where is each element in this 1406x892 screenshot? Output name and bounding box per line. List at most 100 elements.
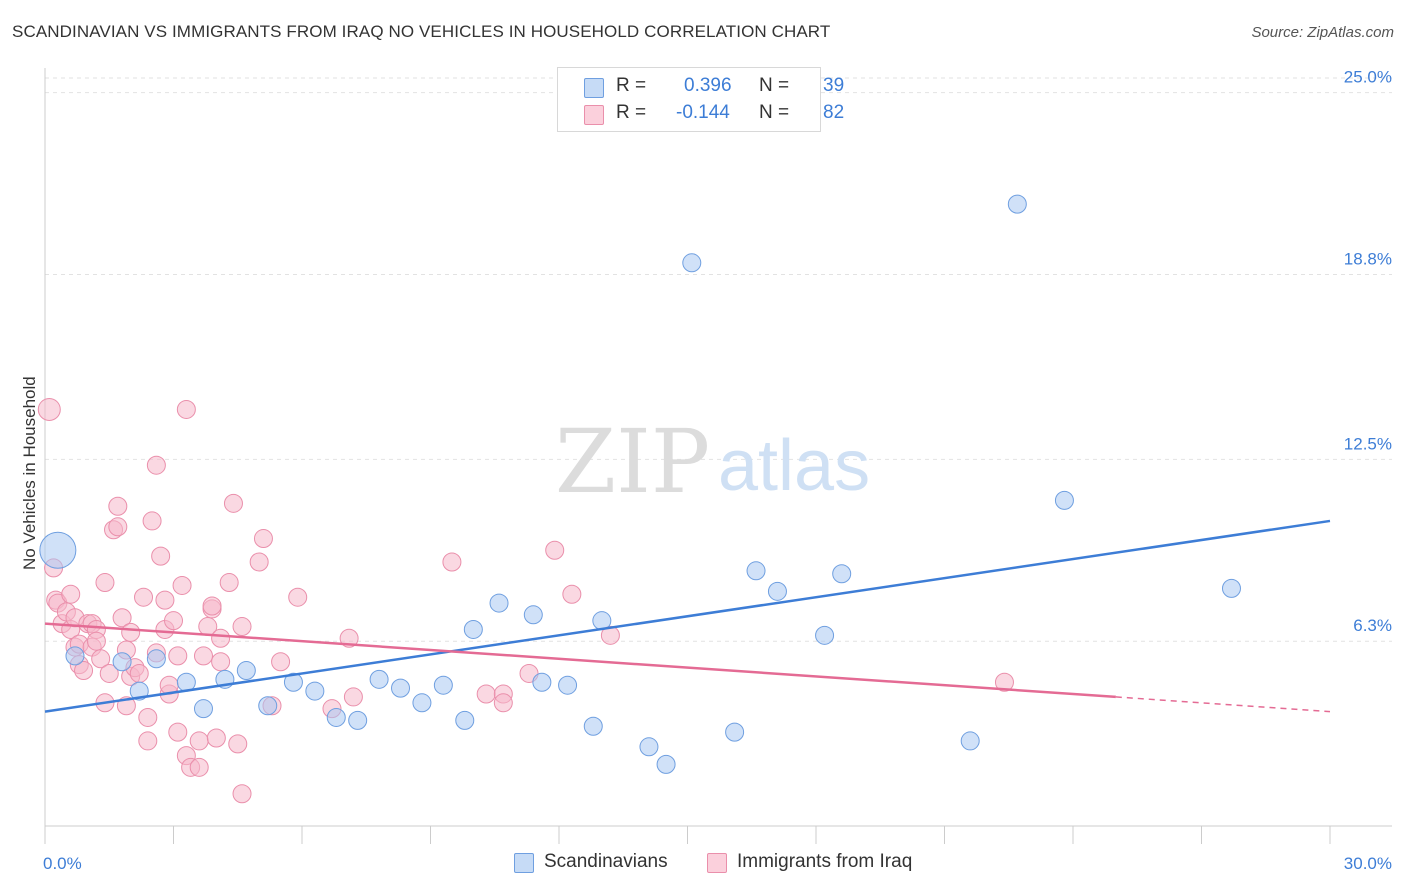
scandinavian-point: [236, 661, 256, 681]
legend-n-label: N =: [759, 102, 790, 123]
scandinavian-point: [725, 722, 745, 742]
x-tick-label-max: 30.0%: [1344, 854, 1392, 873]
chart-title: SCANDINAVIAN VS IMMIGRANTS FROM IRAQ NO …: [12, 22, 831, 41]
scandinavian-point: [283, 672, 303, 692]
iraq-point: [121, 622, 141, 642]
scandinavian-point: [656, 754, 676, 774]
iraq-point: [86, 631, 106, 651]
scandinavian-point: [412, 693, 432, 713]
iraq-point: [142, 511, 162, 531]
scandinavian-point: [258, 696, 278, 716]
bottom-swatch-pink: [707, 853, 727, 873]
scandinavian-point: [960, 731, 980, 751]
iraq-trend-extension: [1115, 696, 1331, 713]
legend-r-value: 0.396: [684, 75, 732, 96]
scandinavian-point: [305, 681, 325, 701]
iraq-point: [288, 587, 308, 607]
iraq-point: [129, 663, 149, 683]
bottom-swatch-blue: [514, 853, 534, 873]
legend-swatch-pink: [584, 105, 604, 125]
iraq-point: [189, 757, 209, 777]
iraq-point: [74, 661, 94, 681]
scandinavian-point: [746, 561, 766, 581]
bottom-legend-label: Immigrants from Iraq: [737, 851, 913, 872]
iraq-point: [223, 493, 243, 513]
scandinavian-point: [583, 716, 603, 736]
iraq-point: [343, 687, 363, 707]
iraq-point: [151, 546, 171, 566]
axes: [44, 68, 1392, 844]
iraq-point: [228, 734, 248, 754]
scandinavian-point: [455, 710, 475, 730]
iraq-point: [211, 652, 231, 672]
scandinavian-point: [326, 707, 346, 727]
iraq-point: [134, 587, 154, 607]
scandinavian-trend-line: [44, 519, 1331, 713]
iraq-point: [99, 663, 119, 683]
iraq-point: [600, 625, 620, 645]
legend-n-value: 39: [823, 75, 845, 96]
iraq-point: [172, 575, 192, 595]
scandinavian-point: [489, 593, 509, 613]
legend-r-label: R =: [616, 75, 647, 96]
scandinavian-point: [523, 605, 543, 625]
iraq-point: [146, 455, 166, 475]
iraq-point: [219, 573, 239, 593]
iraq-point: [476, 684, 496, 704]
iraq-point: [206, 728, 226, 748]
iraq-point: [271, 652, 291, 672]
scandinavian-point: [832, 564, 852, 584]
scandinavian-point: [1007, 194, 1027, 214]
scandinavian-point: [39, 531, 77, 569]
scandinavian-points: [39, 194, 1241, 774]
scandinavian-point: [682, 253, 702, 273]
iraq-point: [442, 552, 462, 572]
iraq-trend-line: [44, 622, 1116, 699]
legend-n-label: N =: [759, 75, 790, 96]
iraq-point: [108, 496, 128, 516]
scandinavian-point: [532, 672, 552, 692]
iraq-point: [562, 584, 582, 604]
iraq-point: [108, 517, 128, 537]
iraq-point: [168, 722, 188, 742]
scandinavian-point: [815, 625, 835, 645]
iraq-point: [176, 399, 196, 419]
iraq-point: [138, 731, 158, 751]
scandinavian-point: [433, 675, 453, 695]
iraq-point: [493, 693, 513, 713]
iraq-point: [253, 529, 273, 549]
correlation-legend: R = 0.396 N = 39 R = -0.144 N = 82: [557, 67, 844, 132]
iraq-point: [339, 628, 359, 648]
iraq-point: [61, 584, 81, 604]
scandinavian-point: [391, 678, 411, 698]
scandinavian-point: [639, 737, 659, 757]
scandinavian-point: [146, 649, 166, 669]
y-tick-label: 6.3%: [1353, 616, 1392, 635]
iraq-point: [189, 731, 209, 751]
iraq-point: [994, 672, 1014, 692]
watermark-atlas: atlas: [718, 426, 870, 506]
y-tick-label: 25.0%: [1344, 68, 1392, 87]
scandinavian-point: [129, 681, 149, 701]
iraq-point: [193, 646, 213, 666]
iraq-point: [211, 628, 231, 648]
scandinavian-point: [369, 669, 389, 689]
iraq-point: [112, 608, 132, 628]
y-tick-label: 18.8%: [1344, 250, 1392, 269]
legend-swatch-blue: [584, 78, 604, 98]
y-axis-label: No Vehicles in Household: [20, 376, 39, 570]
scandinavian-point: [348, 710, 368, 730]
scandinavian-point: [1221, 578, 1241, 598]
scandinavian-point: [193, 699, 213, 719]
iraq-point: [37, 397, 61, 421]
watermark-zip: ZIP: [555, 410, 710, 513]
iraq-point: [202, 596, 222, 616]
legend-n-value: 82: [823, 102, 845, 123]
scandinavian-point: [112, 652, 132, 672]
scandinavian-point: [463, 619, 483, 639]
legend-r-value: -0.144: [676, 102, 730, 123]
tick-labels: 6.3% 12.5% 18.8% 25.0% 0.0% 30.0%: [43, 68, 1392, 873]
iraq-point: [164, 611, 183, 631]
x-tick-label-min: 0.0%: [43, 854, 82, 873]
